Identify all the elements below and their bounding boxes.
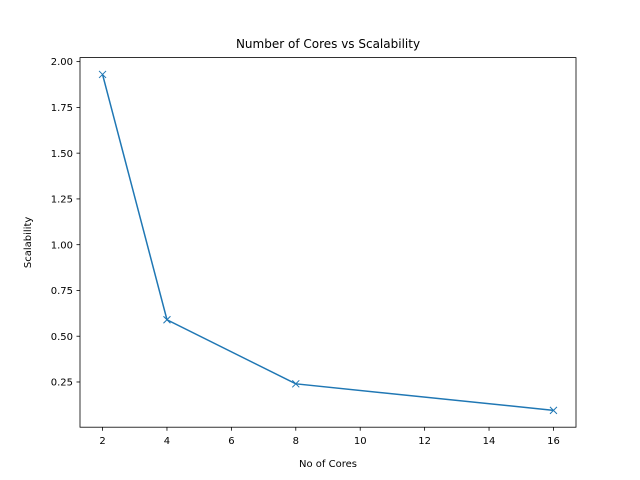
x-tick-label: 14: [483, 436, 496, 447]
plot-frame: [79, 57, 577, 428]
data-point-marker: [98, 70, 107, 79]
y-tick-label: 0.50: [51, 332, 73, 343]
y-tick-label: 1.25: [51, 195, 73, 206]
x-tick-label: 6: [228, 436, 234, 447]
y-tick-label: 1.50: [51, 149, 73, 160]
data-point-marker: [549, 406, 558, 415]
x-tick-label: 2: [99, 436, 105, 447]
x-tick-label: 4: [164, 436, 170, 447]
data-point-marker: [163, 315, 171, 324]
x-axis-label: No of Cores: [299, 459, 357, 470]
y-tick-label: 1.00: [51, 240, 73, 251]
x-tick-label: 10: [354, 436, 367, 447]
x-tick-label: 12: [418, 436, 431, 447]
chart-title: Number of Cores vs Scalability: [236, 37, 420, 51]
y-tick-label: 0.75: [51, 286, 73, 297]
x-tick-label: 8: [293, 436, 299, 447]
x-tick-label: 16: [547, 436, 560, 447]
y-tick-label: 0.25: [51, 378, 73, 389]
data-point-marker: [291, 379, 300, 388]
y-tick-label: 1.75: [51, 103, 73, 114]
y-tick-label: 2.00: [51, 57, 73, 68]
series-layer: [98, 70, 558, 415]
series-line: [101, 74, 554, 412]
x-axis-ticks: 2 4 6 8 10 12 14 16: [99, 427, 560, 447]
y-axis-ticks: 0.25 0.50 0.75 1.00 1.25 1.50 1.75 2.00: [51, 57, 80, 389]
y-axis-label: Scalability: [23, 217, 34, 268]
